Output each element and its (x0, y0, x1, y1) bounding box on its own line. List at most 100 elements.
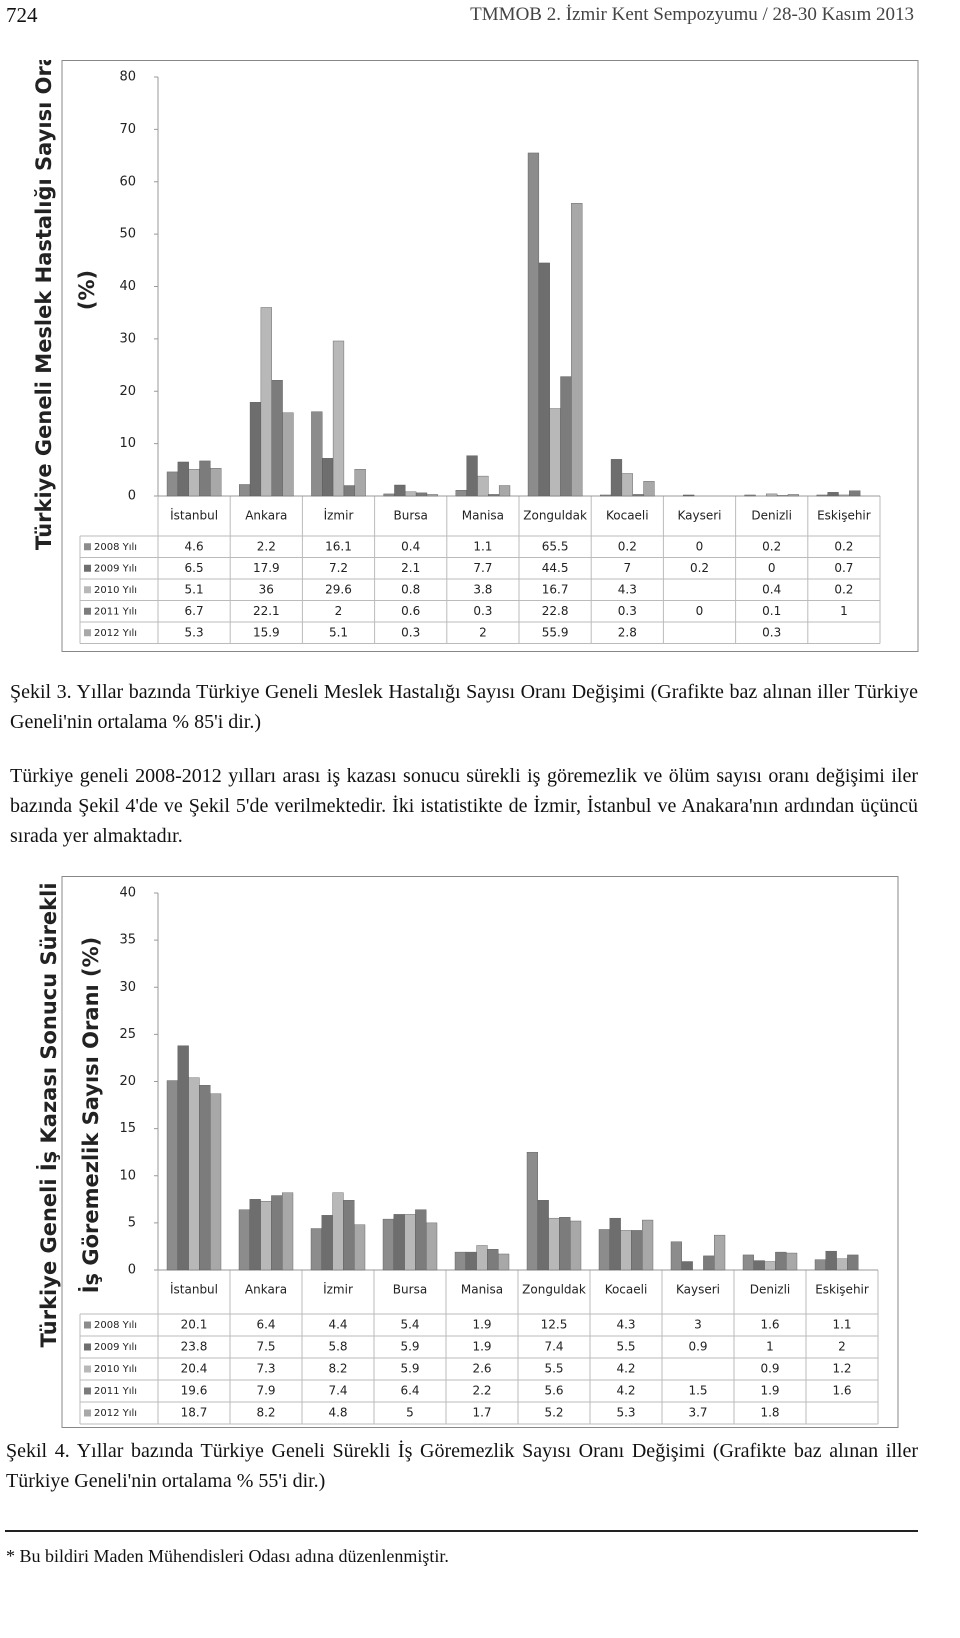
bar (827, 492, 839, 497)
bar (621, 473, 633, 497)
y-tick-label: 5 (128, 1215, 136, 1230)
legend-label: 2010 Yılı (94, 585, 137, 596)
bar (776, 495, 789, 497)
table-cell: 1.6 (760, 1318, 779, 1332)
table-cell: 5.5 (544, 1362, 563, 1376)
bar (210, 468, 222, 497)
bar (849, 490, 861, 497)
legend-key (84, 1387, 91, 1395)
x-tick-label: Manisa (462, 509, 504, 523)
legend-key (84, 1343, 91, 1351)
table-cell: 3 (694, 1318, 702, 1332)
table-cell: 8.2 (328, 1362, 347, 1376)
table-cell: 2 (838, 1340, 846, 1354)
bar (488, 494, 500, 497)
legend-label: 2008 Yılı (94, 542, 137, 553)
bar (559, 1217, 571, 1271)
bar (188, 1077, 200, 1271)
table-cell: 2.6 (472, 1362, 491, 1376)
table-cell: 0.8 (401, 582, 420, 596)
bar (642, 1219, 654, 1271)
legend-key (84, 1365, 91, 1373)
legend-key (84, 607, 91, 615)
y-tick-label: 80 (119, 70, 136, 85)
table-cell: 1.8 (760, 1406, 779, 1420)
bar (271, 1195, 283, 1271)
bar (814, 1259, 827, 1271)
table-cell: 0.2 (618, 539, 637, 553)
table-cell: 7 (623, 561, 631, 575)
legend-key (84, 1409, 91, 1417)
table-cell: 0.3 (618, 604, 637, 618)
table-cell: 1.9 (472, 1318, 491, 1332)
bar (332, 1192, 344, 1271)
table-cell: 2.8 (618, 625, 637, 639)
y-tick-label: 15 (119, 1121, 136, 1136)
bar (548, 1217, 560, 1271)
table-cell: 0.6 (401, 604, 420, 618)
running-title: TMMOB 2. İzmir Kent Sempozyumu / 28-30 K… (470, 4, 914, 25)
bar (598, 1229, 611, 1271)
table-cell: 0.1 (762, 604, 781, 618)
figure-chart: Türkiye Geneli İş Kazası Sonucu Sürekli İ… (36, 876, 899, 1428)
bar (476, 1245, 488, 1271)
x-tick-label: İzmir (324, 508, 354, 523)
y-axis-label: Türkiye Geneli İş Kazası Sonucu Sürekli (36, 882, 61, 1347)
bar (455, 490, 467, 497)
bar (177, 461, 189, 497)
legend-key (84, 1321, 91, 1329)
bar (787, 494, 799, 497)
bar (744, 494, 756, 497)
table-cell: 15.9 (253, 625, 280, 639)
bar (775, 1251, 787, 1271)
bar (560, 376, 572, 497)
table-cell: 2.2 (472, 1384, 491, 1398)
x-tick-label: Ankara (245, 509, 287, 523)
bar (188, 469, 200, 497)
table-cell: 7.4 (328, 1384, 347, 1398)
bar (260, 307, 272, 497)
table-cell: 0.3 (762, 625, 781, 639)
bar (354, 1224, 366, 1271)
y-axis-label: İş Göremezlik Sayısı Oranı (%) (78, 937, 103, 1294)
table-cell: 22.8 (542, 604, 569, 618)
table-cell: 20.1 (181, 1318, 208, 1332)
bar (487, 1249, 499, 1271)
x-tick-label: Bursa (394, 509, 428, 523)
table-cell: 23.8 (181, 1340, 208, 1354)
legend-key (84, 564, 91, 572)
bar (426, 494, 438, 497)
x-tick-label: Denizli (750, 1283, 791, 1297)
table-cell: 6.5 (185, 561, 204, 575)
table-cell: 3.7 (688, 1406, 707, 1420)
table-cell: 0.2 (690, 561, 709, 575)
table-cell: 4.4 (328, 1318, 347, 1332)
bar (166, 1080, 179, 1271)
bar (632, 494, 644, 497)
x-tick-label: İzmir (323, 1282, 353, 1297)
bar (825, 1250, 837, 1271)
paragraph: Türkiye geneli 2008-2012 yılları arası i… (10, 765, 918, 847)
table-cell: 4.6 (185, 539, 204, 553)
table-cell: 4.3 (616, 1318, 635, 1332)
bar (643, 481, 655, 497)
figure-caption: Şekil 4. Yıllar bazında Türkiye Geneli S… (6, 1440, 918, 1492)
bar (764, 1261, 776, 1271)
bar (415, 1209, 427, 1271)
y-tick-label: 20 (119, 1074, 136, 1089)
bar (703, 1255, 715, 1271)
bar (538, 262, 550, 497)
bar (415, 492, 428, 497)
bar (610, 459, 623, 497)
legend-label: 2012 Yılı (94, 1408, 137, 1419)
table-cell: 5.3 (616, 1406, 635, 1420)
bar (238, 1209, 251, 1271)
table-cell: 7.5 (256, 1340, 275, 1354)
x-tick-label: İstanbul (170, 1282, 218, 1297)
y-tick-label: 35 (119, 933, 136, 948)
table-cell: 0.3 (401, 625, 420, 639)
table-cell: 0 (696, 604, 704, 618)
table-cell: 0.3 (473, 604, 492, 618)
x-tick-label: Eskişehir (815, 1283, 869, 1297)
bar (404, 1214, 416, 1271)
